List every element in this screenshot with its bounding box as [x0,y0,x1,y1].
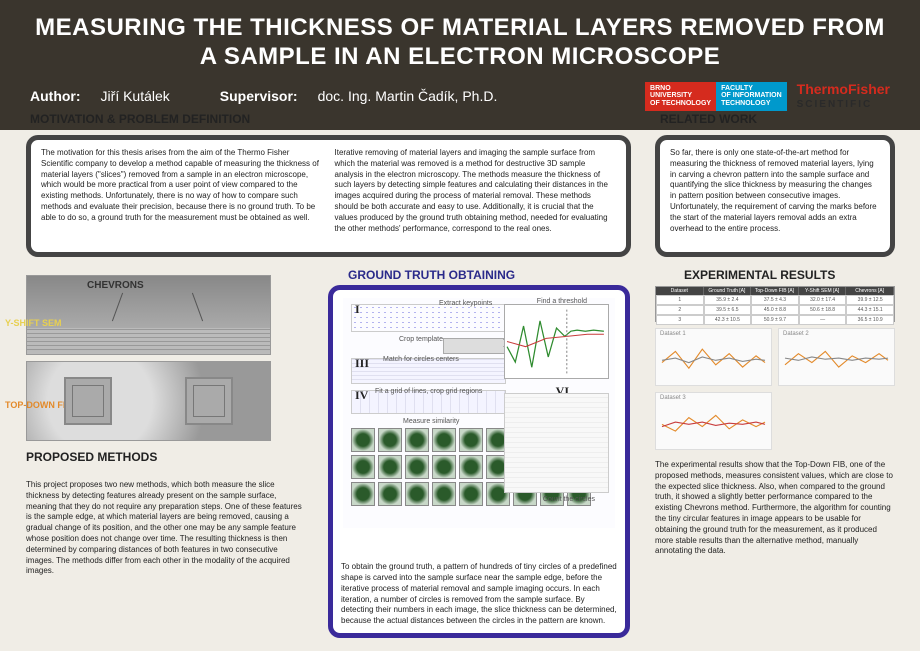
related-title: RELATED WORK [660,112,757,126]
roman-iv: IV [355,388,368,403]
count-img [504,393,609,493]
stripes-icon [27,328,270,350]
exp-text: The experimental results show that the T… [655,460,895,557]
table-row: 342.3 ± 10.550.9 ± 9.7—36.5 ± 10.9 [656,315,894,325]
fib-image: TOP-DOWN FIB [26,361,271,441]
chevron-lines-icon [47,292,247,322]
label-sim: Measure similarity [403,418,459,425]
roman-iii: III [355,356,369,371]
label-count: Count the circles [543,496,595,503]
header: MEASURING THE THICKNESS OF MATERIAL LAYE… [0,0,920,119]
proposed-title: PROPOSED METHODS [26,450,157,464]
label-extract: Extract keypoints [439,300,492,307]
logos: BRNOUNIVERSITYOF TECHNOLOGY FACULTYOF IN… [645,82,890,111]
label-crop: Crop template [399,336,443,343]
threshold-chart [504,304,609,379]
label-threshold: Find a threshold [537,298,587,305]
ground-title: GROUND TRUTH OBTAINING [348,268,515,282]
author-label: Author: [30,88,81,104]
crop-img [443,338,508,354]
chart-dataset3: Dataset 3 [655,392,772,450]
mini-charts: Dataset 1 Dataset 2 Dataset 3 [655,328,895,450]
motivation-col2: Iterative removing of material layers an… [335,148,617,244]
keypoints-img [351,304,506,332]
author-name: Jiří Kutálek [101,88,170,104]
ground-box: I Extract keypoints II Crop template III… [328,285,630,638]
motivation-col1: The motivation for this thesis arises fr… [41,148,323,244]
sem-image: CHEVRONS Y-SHIFT SEM [26,275,271,355]
meta-row: Author: Jiří Kutálek Supervisor: doc. In… [30,82,890,111]
results-table: DatasetGround Truth [A]Top-Down FIB [A]Y… [655,286,895,322]
table-row: 135.9 ± 2.437.5 ± 4.332.0 ± 17.439.9 ± 1… [656,295,894,305]
roman-i: I [355,302,360,317]
related-text: So far, there is only one state-of-the-a… [670,148,880,234]
ground-pipeline: I Extract keypoints II Crop template III… [343,298,615,528]
supervisor-name: doc. Ing. Martin Čadík, Ph.D. [318,88,498,104]
thermofisher-logo: ThermoFisherSCIENTIFIC [797,83,890,109]
ground-text: To obtain the ground truth, a pattern of… [341,562,617,627]
motivation-title: MOTIVATION & PROBLEM DEFINITION [30,112,250,126]
chevrons-label: CHEVRONS [87,280,144,291]
poster-title: MEASURING THE THICKNESS OF MATERIAL LAYE… [30,14,890,72]
exp-title: EXPERIMENTAL RESULTS [684,268,835,282]
table-header: DatasetGround Truth [A]Top-Down FIB [A]Y… [656,287,894,295]
supervisor-label: Supervisor: [220,88,298,104]
method-images: CHEVRONS Y-SHIFT SEM TOP-DOWN FIB [26,275,286,441]
proposed-text: This project proposes two new methods, w… [26,480,306,577]
content-area: MOTIVATION & PROBLEM DEFINITION The moti… [0,130,920,651]
table-row: 239.5 ± 6.545.0 ± 8.850.6 ± 18.844.3 ± 1… [656,305,894,315]
fib-square-icon [185,377,233,425]
chart-dataset2: Dataset 2 [778,328,895,386]
fib-square-icon [64,377,112,425]
chart-dataset1: Dataset 1 [655,328,772,386]
related-box: So far, there is only one state-of-the-a… [655,135,895,257]
label-fit: Fit a grid of lines, crop grid regions [375,388,482,395]
brno-logo: BRNOUNIVERSITYOF TECHNOLOGY FACULTYOF IN… [645,82,787,111]
topdown-label: TOP-DOWN FIB [5,400,72,410]
poster-root: MEASURING THE THICKNESS OF MATERIAL LAYE… [0,0,920,651]
label-match: Match for circles centers [383,356,459,363]
motivation-box: The motivation for this thesis arises fr… [26,135,631,257]
